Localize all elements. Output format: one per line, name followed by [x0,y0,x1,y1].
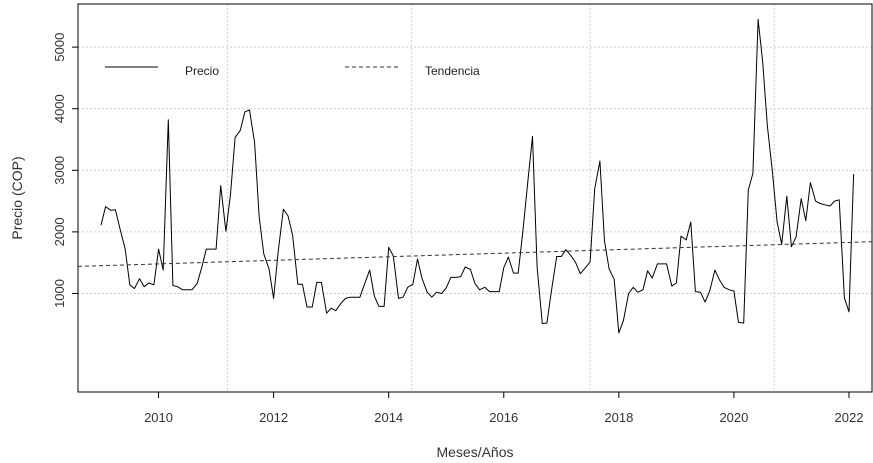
y-tick-label-1: 2000 [52,217,67,246]
y-tick-label-0: 1000 [52,279,67,308]
series-line-precio [100,18,855,334]
grid [78,4,872,392]
legend: Precio Tendencia [105,64,480,78]
x-tick-label-0: 2010 [144,410,173,425]
x-axis-title: Meses/Años [436,444,513,460]
x-tick-label-6: 2022 [835,410,864,425]
y-tick-label-3: 4000 [52,94,67,123]
legend-label-precio: Precio [185,64,219,78]
x-tick-label-4: 2018 [604,410,633,425]
y-axis-title: Precio (COP) [9,156,25,239]
y-tick-label-4: 5000 [52,33,67,62]
x-tick-label-5: 2020 [719,410,748,425]
x-tick-label-2: 2014 [374,410,403,425]
plot-frame [77,3,873,393]
series-line-tendencia [77,241,873,267]
series-layer [77,18,873,334]
y-axis: 1000 2000 3000 4000 5000 [52,33,78,308]
legend-label-tendencia: Tendencia [425,64,480,78]
y-tick-label-2: 3000 [52,156,67,185]
x-tick-label-3: 2016 [489,410,518,425]
x-tick-label-1: 2012 [259,410,288,425]
x-axis: 2010 2012 2014 2016 2018 2020 2022 [144,392,863,425]
